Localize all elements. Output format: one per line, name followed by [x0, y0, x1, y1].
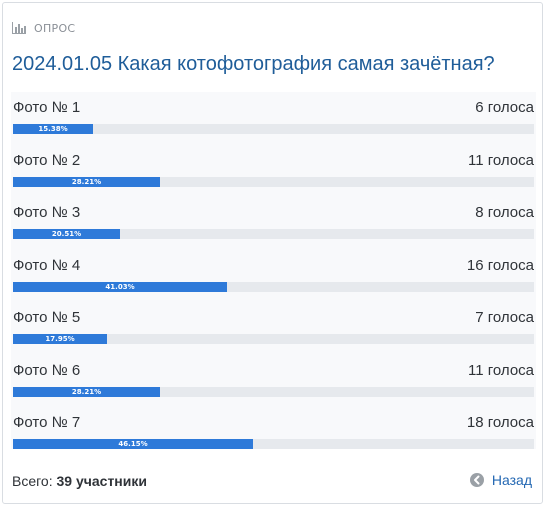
- poll-option-row: Фото № 7 18 голоса 46.15%: [13, 407, 534, 449]
- poll-option-row: Фото № 2 11 голоса 28.21%: [13, 145, 534, 187]
- back-label: Назад: [491, 472, 532, 488]
- progress-track: 15.38%: [13, 124, 534, 134]
- option-percent: 41.03%: [105, 282, 135, 291]
- progress-track: 46.15%: [13, 439, 534, 449]
- option-label: Фото № 2: [13, 151, 81, 169]
- option-votes: 11 голоса: [468, 361, 534, 379]
- option-label: Фото № 1: [13, 99, 81, 116]
- back-button[interactable]: Назад: [469, 472, 532, 488]
- progress-fill: 41.03%: [13, 281, 227, 292]
- poll-option-row: Фото № 6 11 голоса 28.21%: [13, 355, 534, 397]
- poll-title: 2024.01.05 Какая котофотография самая за…: [12, 53, 495, 75]
- option-votes: 16 голоса: [466, 256, 534, 274]
- progress-fill: 28.21%: [13, 176, 160, 187]
- progress-track: 17.95%: [13, 334, 534, 344]
- option-votes: 18 голоса: [466, 414, 534, 431]
- total-label: Всего:: [12, 473, 53, 489]
- arrow-left-circle-icon: [469, 473, 484, 487]
- poll-results: Фото № 1 6 голоса 15.38% Фото № 2 11 голоса 2…: [11, 92, 536, 449]
- progress-fill: 15.38%: [13, 124, 93, 134]
- progress-track: 28.21%: [13, 176, 534, 187]
- option-votes: 6 голоса: [475, 99, 534, 116]
- option-label: Фото № 7: [13, 414, 81, 431]
- option-percent: 15.38%: [38, 125, 68, 133]
- progress-track: 41.03%: [13, 281, 534, 292]
- option-votes: 7 голоса: [475, 309, 534, 326]
- total-value: 39 участники: [56, 473, 147, 489]
- option-percent: 28.21%: [71, 177, 102, 186]
- option-label: Фото № 4: [13, 256, 81, 274]
- option-percent: 17.95%: [45, 335, 75, 343]
- option-votes: 11 голоса: [468, 151, 534, 169]
- poll-option-row: Фото № 4 16 голоса 41.03%: [13, 250, 534, 292]
- option-label: Фото № 6: [13, 361, 81, 379]
- option-label: Фото № 5: [13, 309, 81, 326]
- progress-fill: 46.15%: [13, 439, 253, 449]
- option-percent: 28.21%: [71, 387, 102, 396]
- header-label: ОПРОС: [34, 21, 76, 35]
- option-percent: 46.15%: [118, 440, 148, 448]
- progress-track: 28.21%: [13, 386, 534, 397]
- total-participants: Всего: 39 участники: [12, 473, 147, 489]
- poll-card: ОПРОС 2024.01.05 Какая котофотография са…: [2, 2, 543, 504]
- option-label: Фото № 3: [13, 204, 81, 221]
- progress-track: 20.51%: [13, 229, 534, 239]
- poll-option-row: Фото № 3 8 голоса 20.51%: [13, 197, 534, 239]
- bar-chart-icon: [12, 22, 26, 34]
- progress-fill: 20.51%: [13, 229, 120, 239]
- poll-option-row: Фото № 1 6 голоса 15.38%: [13, 92, 534, 134]
- progress-fill: 28.21%: [13, 386, 160, 397]
- poll-header: ОПРОС: [12, 19, 75, 37]
- poll-option-row: Фото № 5 7 голоса 17.95%: [13, 302, 534, 344]
- option-votes: 8 голоса: [475, 204, 534, 221]
- option-percent: 20.51%: [51, 230, 82, 238]
- progress-fill: 17.95%: [13, 334, 107, 344]
